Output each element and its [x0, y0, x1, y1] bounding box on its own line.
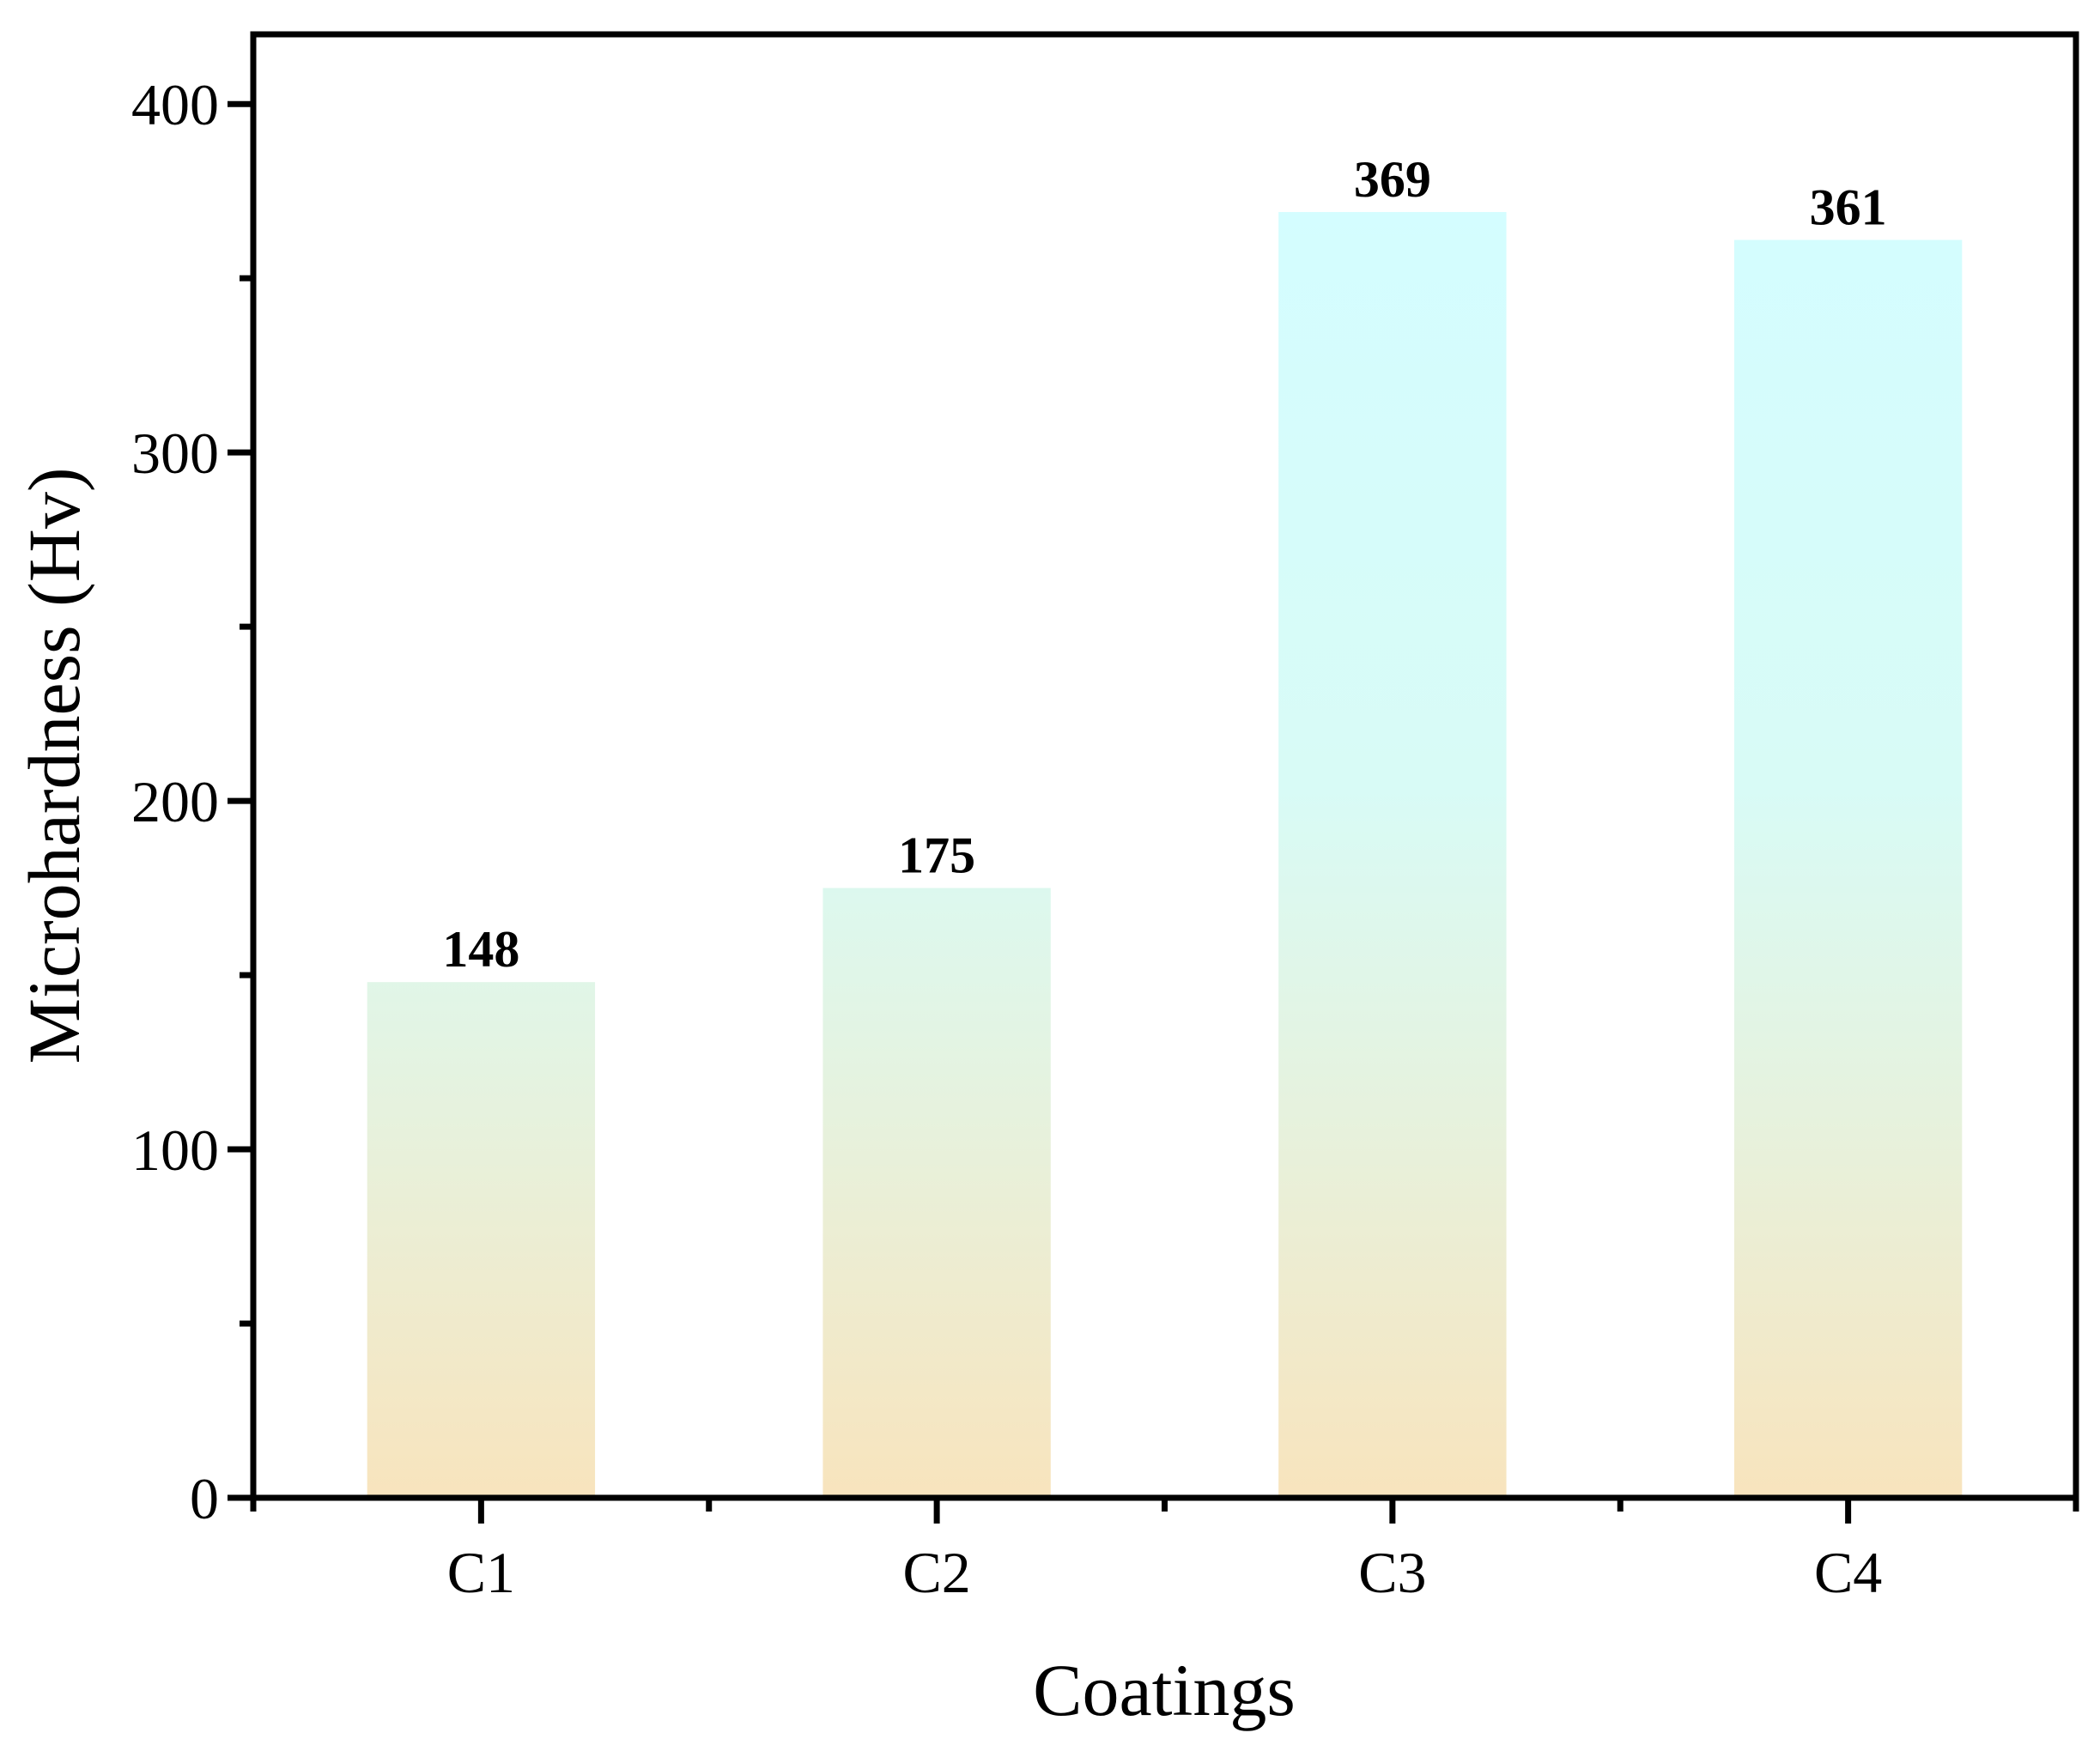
bar-c4: [1733, 239, 1963, 1498]
y-tick-label: 400: [131, 72, 219, 137]
y-tick-label: 200: [131, 769, 219, 834]
bar-c3: [1278, 212, 1507, 1498]
x-axis: C1 C2 C3 C4: [250, 1498, 2079, 1605]
bar-c1: [367, 982, 596, 1498]
data-label-c1: 148: [442, 921, 519, 978]
y-tick-label: 0: [190, 1466, 219, 1531]
data-labels-group: 148 175 369 361: [442, 151, 1886, 978]
x-tick-label-c2: C2: [902, 1540, 970, 1605]
y-tick-label: 100: [131, 1118, 219, 1183]
y-tick-label: 300: [131, 421, 219, 486]
y-axis-title: Microhardness (Hv): [13, 468, 95, 1064]
y-axis: 0 100 200 300 400: [131, 72, 253, 1531]
data-label-c4: 361: [1810, 179, 1887, 236]
x-tick-label-c1: C1: [447, 1540, 515, 1605]
bars-group: [367, 212, 1963, 1498]
bar-c2: [822, 888, 1051, 1498]
data-label-c2: 175: [898, 827, 975, 884]
x-tick-label-c3: C3: [1358, 1540, 1426, 1605]
data-label-c3: 369: [1354, 151, 1431, 208]
x-tick-label-c4: C4: [1814, 1540, 1882, 1605]
x-axis-title: Coatings: [1033, 1649, 1296, 1731]
